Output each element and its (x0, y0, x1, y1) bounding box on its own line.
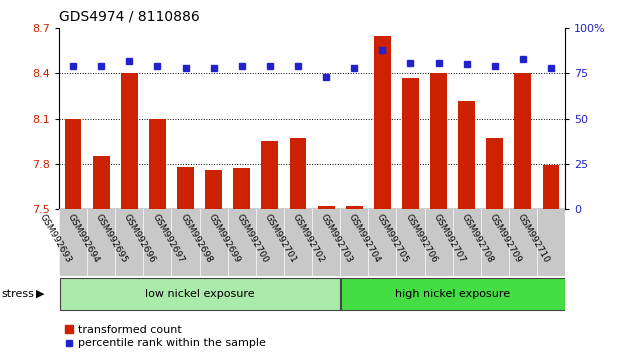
Bar (60, 278, 340, 310)
Text: GSM992697: GSM992697 (150, 212, 186, 264)
Bar (430, 73, 447, 209)
Bar (341, 278, 564, 310)
Text: ▶: ▶ (36, 289, 45, 299)
Bar (205, 170, 222, 209)
Text: GSM992706: GSM992706 (404, 212, 438, 264)
Bar (346, 206, 363, 209)
Text: stress: stress (2, 289, 35, 299)
Bar (514, 73, 532, 209)
Text: high nickel exposure: high nickel exposure (395, 289, 510, 299)
Text: GSM992710: GSM992710 (516, 212, 551, 264)
Text: GSM992693: GSM992693 (38, 212, 73, 264)
Text: GSM992707: GSM992707 (432, 212, 467, 264)
Bar (402, 78, 419, 209)
Bar (177, 167, 194, 209)
Bar (233, 168, 250, 209)
Text: GSM992709: GSM992709 (487, 212, 523, 264)
Text: GSM992702: GSM992702 (291, 212, 326, 264)
Bar (261, 141, 278, 209)
Text: GSM992703: GSM992703 (319, 212, 354, 264)
Text: low nickel exposure: low nickel exposure (145, 289, 255, 299)
Bar (93, 156, 109, 209)
Bar (65, 119, 81, 209)
Text: GSM992696: GSM992696 (122, 212, 157, 264)
Text: GSM992700: GSM992700 (235, 212, 270, 264)
Bar (289, 138, 306, 209)
Text: GSM992698: GSM992698 (178, 212, 214, 264)
Legend: transformed count, percentile rank within the sample: transformed count, percentile rank withi… (65, 325, 266, 348)
Bar (149, 119, 166, 209)
Text: GDS4974 / 8110886: GDS4974 / 8110886 (59, 9, 200, 23)
Bar (318, 206, 335, 209)
Text: GSM992699: GSM992699 (207, 212, 242, 264)
Text: GSM992694: GSM992694 (66, 212, 101, 264)
Text: GSM992704: GSM992704 (347, 212, 383, 264)
Text: GSM992708: GSM992708 (460, 212, 495, 264)
Text: GSM992705: GSM992705 (375, 212, 410, 264)
Bar (543, 165, 560, 209)
Bar (374, 36, 391, 209)
Bar (458, 101, 475, 209)
Text: GSM992701: GSM992701 (263, 212, 298, 264)
Text: GSM992695: GSM992695 (94, 212, 129, 264)
Bar (121, 73, 138, 209)
Bar (486, 138, 503, 209)
